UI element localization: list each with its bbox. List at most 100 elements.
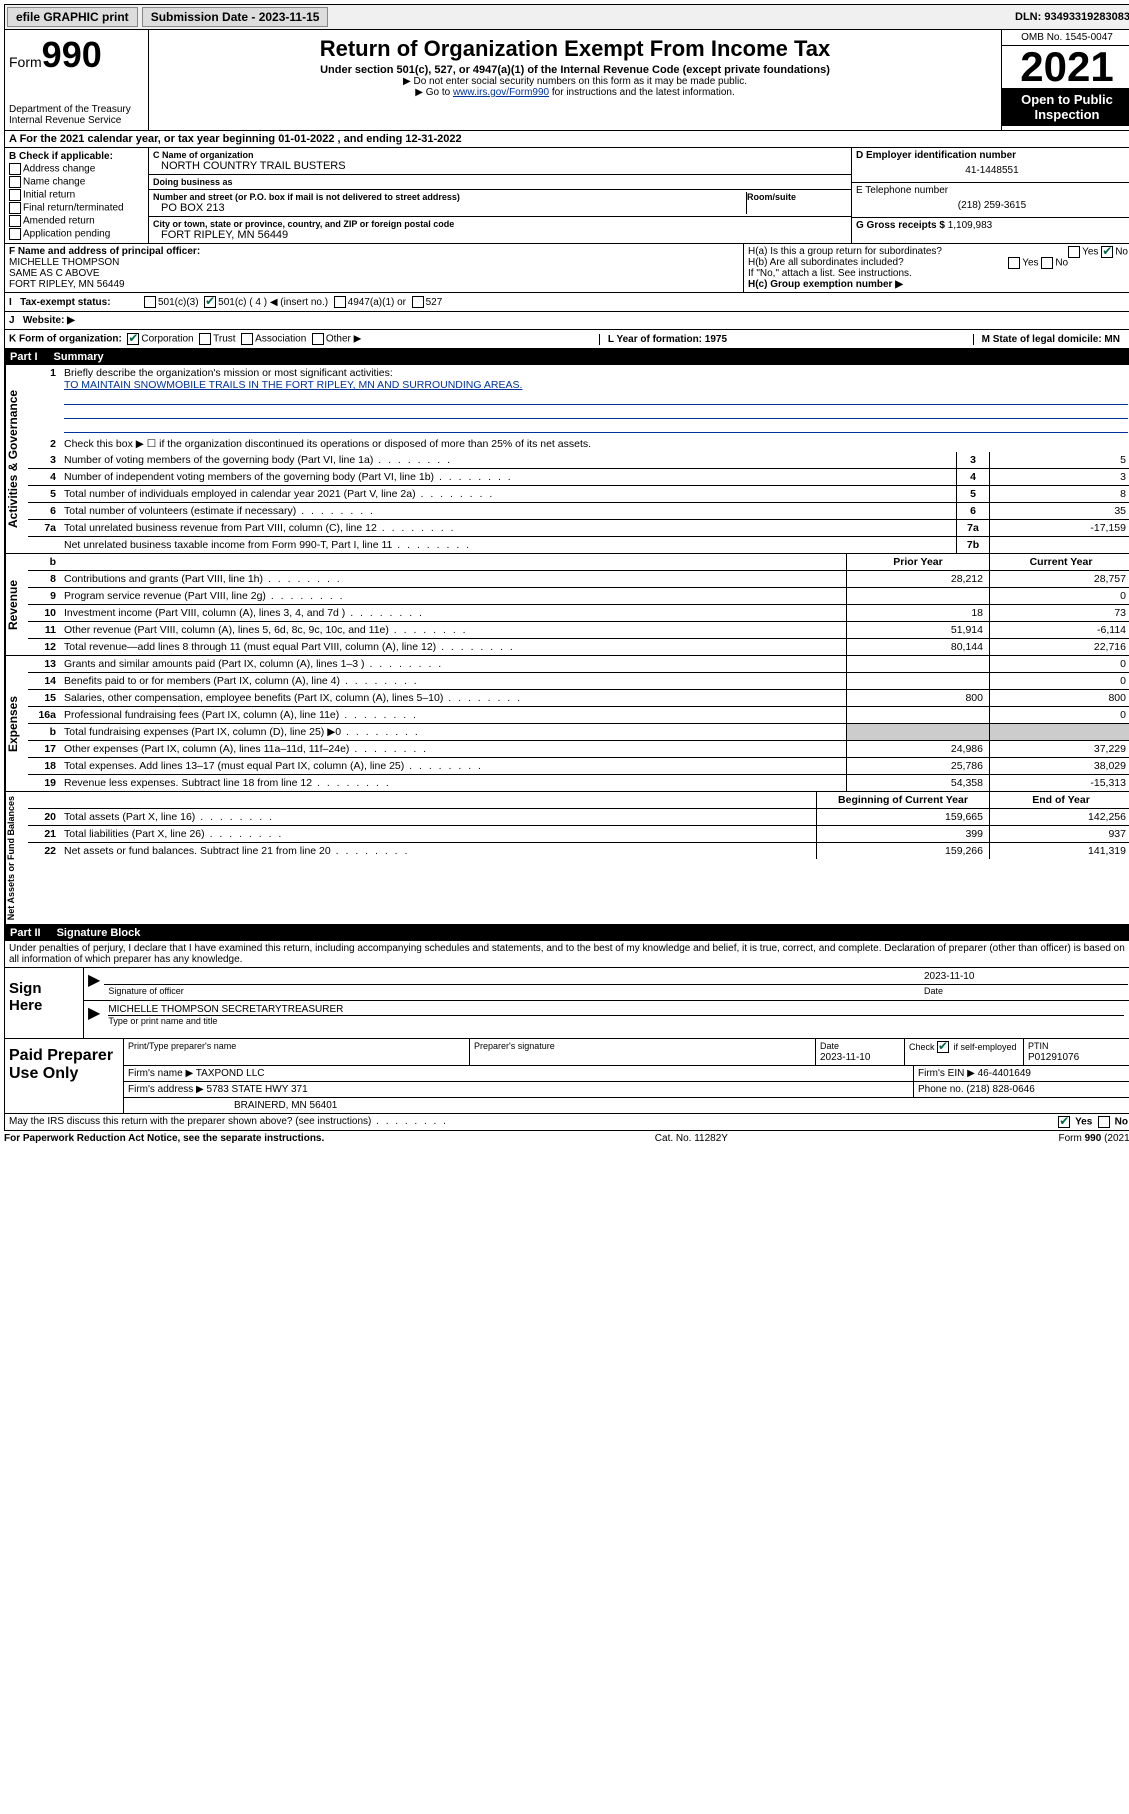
chk-ha-no[interactable]: [1101, 246, 1113, 258]
sig-date-value: 2023-11-10: [924, 971, 974, 982]
summary-row: 21Total liabilities (Part X, line 26)399…: [28, 826, 1129, 843]
summary-row: 12Total revenue—add lines 8 through 11 (…: [28, 639, 1129, 655]
firm-ein-value: 46-4401649: [978, 1068, 1031, 1079]
summary-row: 9Program service revenue (Part VIII, lin…: [28, 588, 1129, 605]
col-prior-year: Prior Year: [846, 554, 989, 570]
city-cell: City or town, state or province, country…: [149, 217, 851, 243]
chk-501c[interactable]: [204, 296, 216, 308]
col-c-org-info: C Name of organization NORTH COUNTRY TRA…: [149, 148, 851, 243]
chk-ha-yes[interactable]: [1068, 246, 1080, 258]
prep-sig-label: Preparer's signature: [474, 1041, 555, 1051]
officer-info: F Name and address of principal officer:…: [5, 244, 743, 292]
submission-date-button[interactable]: Submission Date - 2023-11-15: [142, 7, 329, 27]
firm-phone-label: Phone no.: [918, 1084, 964, 1095]
chk-discuss-no[interactable]: [1098, 1116, 1110, 1128]
chk-app-pending[interactable]: [9, 228, 21, 240]
chk-trust[interactable]: [199, 333, 211, 345]
part1-num: Part I: [10, 351, 54, 363]
chk-4947[interactable]: [334, 296, 346, 308]
lbl-initial-return: Initial return: [23, 190, 75, 201]
summary-row: 14Benefits paid to or for members (Part …: [28, 673, 1129, 690]
officer-name: MICHELLE THOMPSON: [9, 257, 119, 268]
paperwork-notice: For Paperwork Reduction Act Notice, see …: [4, 1133, 324, 1144]
row-a-tax-year: A For the 2021 calendar year, or tax yea…: [4, 131, 1129, 148]
chk-discuss-yes[interactable]: [1058, 1116, 1070, 1128]
state-domicile: M State of legal domicile: MN: [982, 334, 1120, 345]
chk-hb-no[interactable]: [1041, 257, 1053, 269]
expenses-section: Expenses 13Grants and similar amounts pa…: [4, 656, 1129, 792]
col-b-checkboxes: B Check if applicable: Address change Na…: [5, 148, 149, 243]
paid-preparer-label: Paid Preparer Use Only: [5, 1039, 124, 1113]
group-return-info: H(a) Is this a group return for subordin…: [743, 244, 1129, 292]
chk-initial-return[interactable]: [9, 189, 21, 201]
opt-527: 527: [426, 297, 443, 308]
summary-row: Net unrelated business taxable income fr…: [28, 537, 1129, 553]
lbl-address-change: Address change: [23, 164, 95, 175]
firm-addr2: BRAINERD, MN 56401: [124, 1098, 1129, 1113]
chk-amended[interactable]: [9, 215, 21, 227]
form-header: Form990 Department of the Treasury Inter…: [4, 30, 1129, 131]
efile-print-button[interactable]: efile GRAPHIC print: [7, 7, 138, 27]
summary-row: 13Grants and similar amounts paid (Part …: [28, 656, 1129, 673]
chk-final-return[interactable]: [9, 202, 21, 214]
col-de: D Employer identification number 41-1448…: [851, 148, 1129, 243]
header-left: Form990 Department of the Treasury Inter…: [5, 30, 149, 130]
dept-treasury: Department of the Treasury: [9, 104, 144, 115]
opt-assoc: Association: [255, 334, 306, 345]
form-of-org-row: K Form of organization: Corporation Trus…: [4, 330, 1129, 349]
chk-assoc[interactable]: [241, 333, 253, 345]
header-mid: Return of Organization Exempt From Incom…: [149, 30, 1001, 130]
chk-527[interactable]: [412, 296, 424, 308]
opt-4947: 4947(a)(1) or: [348, 297, 406, 308]
part2-title: Signature Block: [57, 927, 141, 939]
arrow-icon: ▶: [88, 1003, 104, 1027]
ptin-value: P01291076: [1028, 1052, 1079, 1063]
revenue-section: Revenue b Prior Year Current Year 8Contr…: [4, 554, 1129, 656]
summary-row: 18Total expenses. Add lines 13–17 (must …: [28, 758, 1129, 775]
officer-group-row: F Name and address of principal officer:…: [4, 244, 1129, 293]
hb-label: H(b) Are all subordinates included?: [748, 257, 904, 268]
summary-row: 20Total assets (Part X, line 16)159,6651…: [28, 809, 1129, 826]
chk-address-change[interactable]: [9, 163, 21, 175]
tax-year: 2021: [1002, 46, 1129, 88]
lbl-final-return: Final return/terminated: [23, 203, 124, 214]
chk-corp[interactable]: [127, 333, 139, 345]
chk-self-employed[interactable]: [937, 1041, 949, 1053]
ptin-label: PTIN: [1028, 1041, 1049, 1051]
phone-cell: E Telephone number (218) 259-3615: [852, 183, 1129, 218]
ha-label: H(a) Is this a group return for subordin…: [748, 246, 942, 257]
opt-corp: Corporation: [141, 334, 193, 345]
opt-501c3: 501(c)(3): [158, 297, 199, 308]
street-label: Number and street (or P.O. box if mail i…: [153, 192, 746, 202]
website-row: J Website: ▶: [4, 312, 1129, 330]
header-right: OMB No. 1545-0047 2021 Open to Public In…: [1001, 30, 1129, 130]
bottom-line: For Paperwork Reduction Act Notice, see …: [4, 1131, 1129, 1146]
street-value: PO BOX 213: [153, 202, 746, 214]
city-label: City or town, state or province, country…: [153, 219, 847, 229]
org-name-cell: C Name of organization NORTH COUNTRY TRA…: [149, 148, 851, 175]
mission-line: [64, 406, 1128, 419]
summary-row: 15Salaries, other compensation, employee…: [28, 690, 1129, 707]
ssn-note: ▶ Do not enter social security numbers o…: [153, 76, 997, 87]
summary-row: 3Number of voting members of the governi…: [28, 452, 1129, 469]
summary-row: 10Investment income (Part VIII, column (…: [28, 605, 1129, 622]
tab-expenses: Expenses: [5, 656, 28, 791]
discuss-row: May the IRS discuss this return with the…: [4, 1114, 1129, 1131]
form-subtitle: Under section 501(c), 527, or 4947(a)(1)…: [153, 64, 997, 76]
chk-501c3[interactable]: [144, 296, 156, 308]
irs-link[interactable]: www.irs.gov/Form990: [453, 87, 549, 98]
chk-other[interactable]: [312, 333, 324, 345]
chk-hb-yes[interactable]: [1008, 257, 1020, 269]
col-end: End of Year: [989, 792, 1129, 808]
lbl-name-change: Name change: [23, 177, 85, 188]
firm-name-label: Firm's name ▶: [128, 1068, 193, 1079]
chk-name-change[interactable]: [9, 176, 21, 188]
dba-cell: Doing business as: [149, 175, 851, 190]
col-beginning: Beginning of Current Year: [816, 792, 989, 808]
website-label: Website: ▶: [23, 315, 75, 326]
firm-addr1: 5783 STATE HWY 371: [207, 1084, 308, 1095]
mission-link[interactable]: TO MAINTAIN SNOWMOBILE TRAILS IN THE FOR…: [64, 379, 522, 391]
form-ref-pre: Form: [1059, 1133, 1085, 1144]
gross-label: G Gross receipts $: [856, 220, 945, 231]
dln-text: DLN: 93493319283083: [1015, 11, 1129, 23]
